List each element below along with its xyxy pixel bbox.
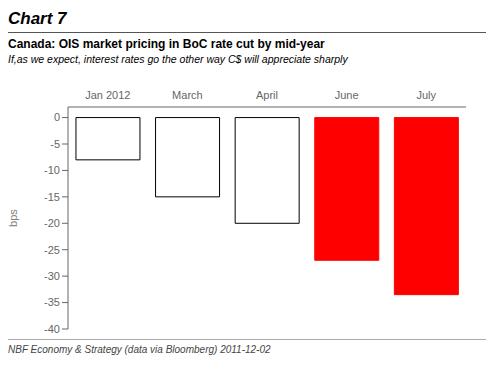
svg-text:-20: -20 [44,217,60,229]
svg-text:-30: -30 [44,270,60,282]
svg-text:April: April [256,89,278,101]
svg-text:-25: -25 [44,244,60,256]
html-text:Chart 7: Chart 7 [8,9,67,28]
svg-text:-15: -15 [44,191,60,203]
html-text:NBF Economy & Strategy (data v: NBF Economy & Strategy (data via Bloombe… [8,344,271,355]
svg-text:-5: -5 [50,138,60,150]
html-text:Canada: OIS market pricing in: Canada: OIS market pricing in BoC rate c… [8,37,325,51]
svg-text:-10: -10 [44,164,60,176]
svg-text:-35: -35 [44,296,60,308]
svg-text:0: 0 [54,111,60,123]
svg-text:bps: bps [8,209,19,227]
svg-text:-40: -40 [44,323,60,335]
svg-text:June: June [335,89,359,101]
svg-text:March: March [172,89,203,101]
html-text:If,as we expect, interest rate: If,as we expect, interest rates go the o… [8,53,348,65]
svg-text:Jan 2012: Jan 2012 [85,89,130,101]
svg-text:July: July [416,89,436,101]
